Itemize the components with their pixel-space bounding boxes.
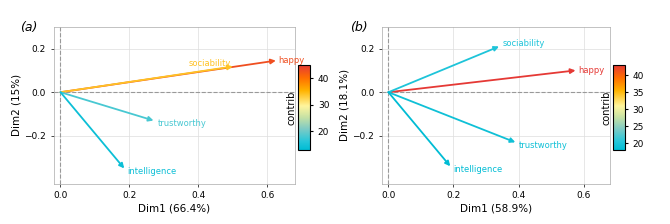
Text: (b): (b): [350, 21, 368, 34]
Text: (a): (a): [20, 21, 38, 34]
X-axis label: Dim1 (58.9%): Dim1 (58.9%): [460, 203, 532, 213]
Text: happy: happy: [578, 66, 604, 75]
Y-axis label: Dim2 (18.1%): Dim2 (18.1%): [340, 69, 350, 141]
Text: trustworthy: trustworthy: [519, 141, 567, 150]
Text: intelligence: intelligence: [128, 167, 177, 176]
Text: sociability: sociability: [502, 39, 545, 48]
Y-axis label: contrib: contrib: [602, 90, 612, 125]
Y-axis label: Dim2 (15%): Dim2 (15%): [11, 74, 21, 136]
Text: happy: happy: [279, 56, 305, 65]
X-axis label: Dim1 (66.4%): Dim1 (66.4%): [138, 203, 210, 213]
Text: intelligence: intelligence: [454, 165, 502, 174]
Text: sociability: sociability: [189, 59, 231, 68]
Y-axis label: contrib: contrib: [287, 90, 297, 125]
Text: trustworthy: trustworthy: [157, 119, 206, 128]
